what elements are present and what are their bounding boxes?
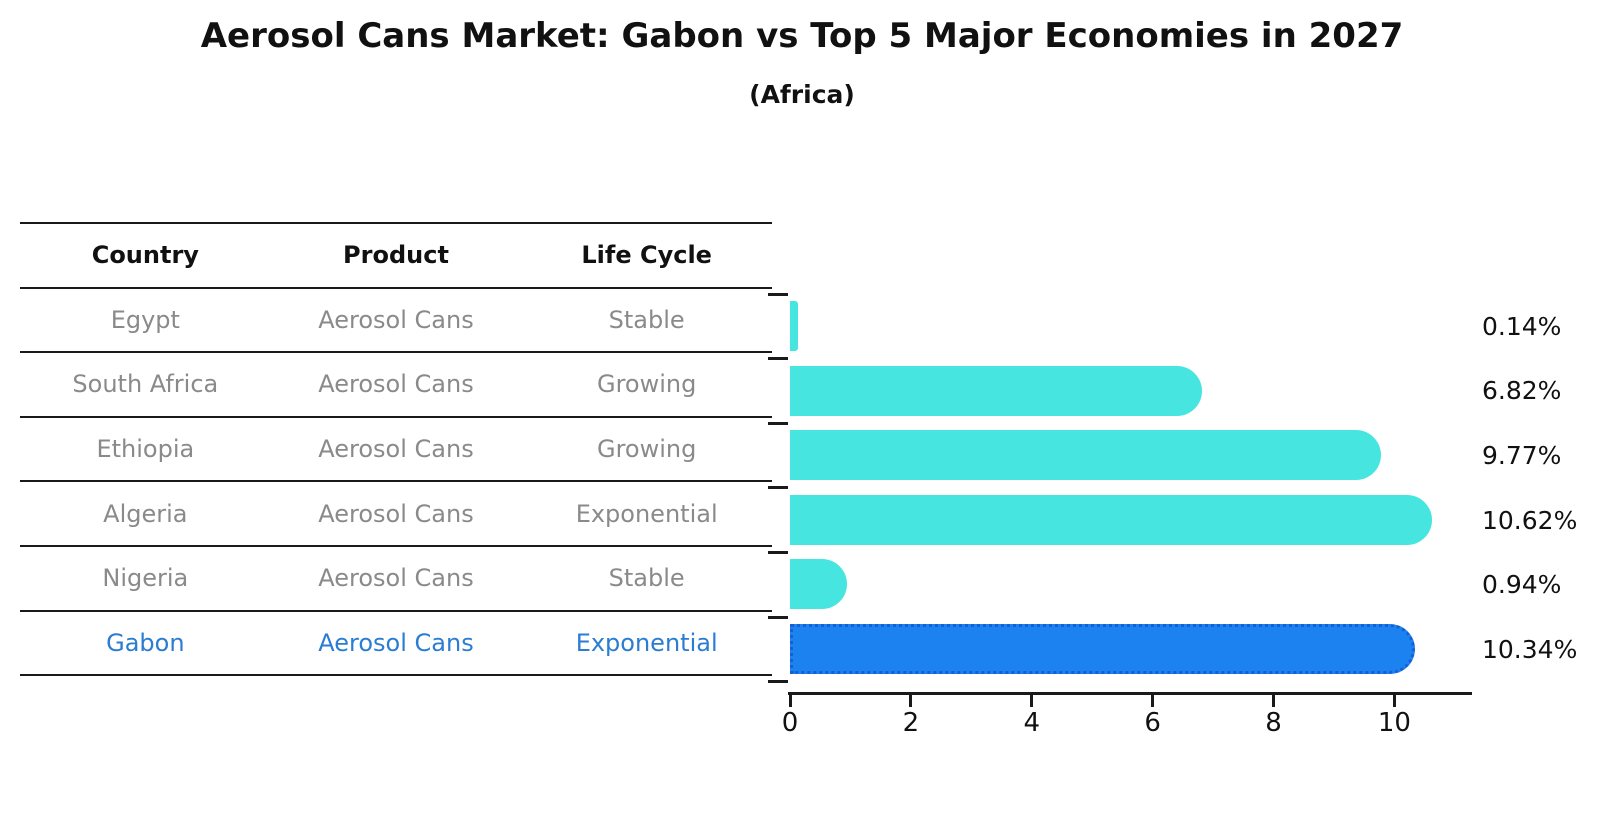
y-tick <box>768 486 788 490</box>
table-top-border <box>20 222 772 224</box>
x-tick <box>1030 695 1034 707</box>
value-bar <box>790 623 1415 674</box>
bar-row: 6.82% <box>790 359 1604 424</box>
x-tick-label: 4 <box>1023 708 1041 738</box>
cell-country: Gabon <box>106 628 185 657</box>
x-tick <box>788 695 792 707</box>
y-tick <box>768 292 788 296</box>
table-divider <box>20 480 772 483</box>
cell-country: Ethiopia <box>96 435 195 464</box>
value-label: 0.14% <box>1482 311 1562 341</box>
cell-lifecycle: Stable <box>608 564 685 593</box>
cell-lifecycle: Growing <box>596 370 697 399</box>
value-bar <box>790 559 847 610</box>
x-tick <box>1151 695 1155 707</box>
x-tick <box>1392 695 1396 707</box>
value-label: 10.62% <box>1482 505 1578 535</box>
table-divider <box>20 286 772 289</box>
y-tick <box>768 615 788 619</box>
bar-row: 9.77% <box>790 423 1604 488</box>
cell-country: Algeria <box>103 499 188 528</box>
cell-lifecycle: Stable <box>608 305 685 334</box>
cell-product: Aerosol Cans <box>318 435 474 464</box>
table-row: Gabon Aerosol Cans Exponential <box>20 612 772 675</box>
cell-product: Aerosol Cans <box>318 499 474 528</box>
value-bar <box>790 365 1203 416</box>
bar-row: 0.14% <box>790 294 1604 359</box>
table-row: Algeria Aerosol Cans Exponential <box>20 482 772 545</box>
x-tick-label: 6 <box>1144 708 1161 738</box>
header-product: Product <box>343 241 449 270</box>
page-subtitle: (Africa) <box>749 80 855 109</box>
cell-lifecycle: Exponential <box>575 628 718 657</box>
table-row: Ethiopia Aerosol Cans Growing <box>20 418 772 481</box>
comparison-table: Country Product Life Cycle Egypt Aerosol… <box>20 222 772 677</box>
y-tick <box>768 421 788 425</box>
table-divider <box>20 415 772 418</box>
y-tick <box>768 550 788 554</box>
cell-lifecycle: Exponential <box>575 499 718 528</box>
cell-country: South Africa <box>72 370 219 399</box>
table-row: South Africa Aerosol Cans Growing <box>20 353 772 416</box>
bar-row: 10.34% <box>790 617 1604 682</box>
table-row: Nigeria Aerosol Cans Stable <box>20 547 772 610</box>
table-header-row: Country Product Life Cycle <box>20 224 772 287</box>
x-tick <box>1272 695 1276 707</box>
x-tick-label: 2 <box>902 708 920 738</box>
cell-product: Aerosol Cans <box>318 305 474 334</box>
value-bar <box>790 301 799 351</box>
value-bar <box>790 494 1432 545</box>
table-divider <box>20 544 772 547</box>
value-label: 9.77% <box>1482 440 1562 470</box>
cell-country: Egypt <box>110 305 180 334</box>
table-divider <box>20 351 772 354</box>
value-label: 6.82% <box>1482 376 1562 406</box>
cell-country: Nigeria <box>102 564 189 593</box>
bar-chart: 0.14% 6.82% 9.77% 10.62% 0.94% 10.34% <box>768 292 1604 684</box>
cell-lifecycle: Growing <box>596 435 697 464</box>
table-divider <box>20 609 772 612</box>
cell-product: Aerosol Cans <box>318 628 474 657</box>
x-tick-label: 10 <box>1377 708 1411 738</box>
bar-row: 0.94% <box>790 552 1604 617</box>
header-lifecycle: Life Cycle <box>581 241 712 270</box>
page-title: Aerosol Cans Market: Gabon vs Top 5 Majo… <box>200 16 1404 56</box>
x-tick-label: 8 <box>1265 708 1282 738</box>
table-bottom-border <box>20 674 772 677</box>
cell-product: Aerosol Cans <box>318 370 474 399</box>
value-label: 0.94% <box>1482 570 1562 600</box>
cell-product: Aerosol Cans <box>318 564 474 593</box>
x-tick <box>909 695 913 707</box>
value-label: 10.34% <box>1482 634 1578 664</box>
bar-row: 10.62% <box>790 488 1604 553</box>
header-country: Country <box>91 241 199 270</box>
y-tick <box>768 357 788 361</box>
x-tick-label: 0 <box>781 708 799 738</box>
y-tick <box>768 680 788 684</box>
value-bar <box>790 430 1381 481</box>
x-axis: 0 2 4 6 8 10 <box>782 692 1472 738</box>
table-row: Egypt Aerosol Cans Stable <box>20 289 772 352</box>
